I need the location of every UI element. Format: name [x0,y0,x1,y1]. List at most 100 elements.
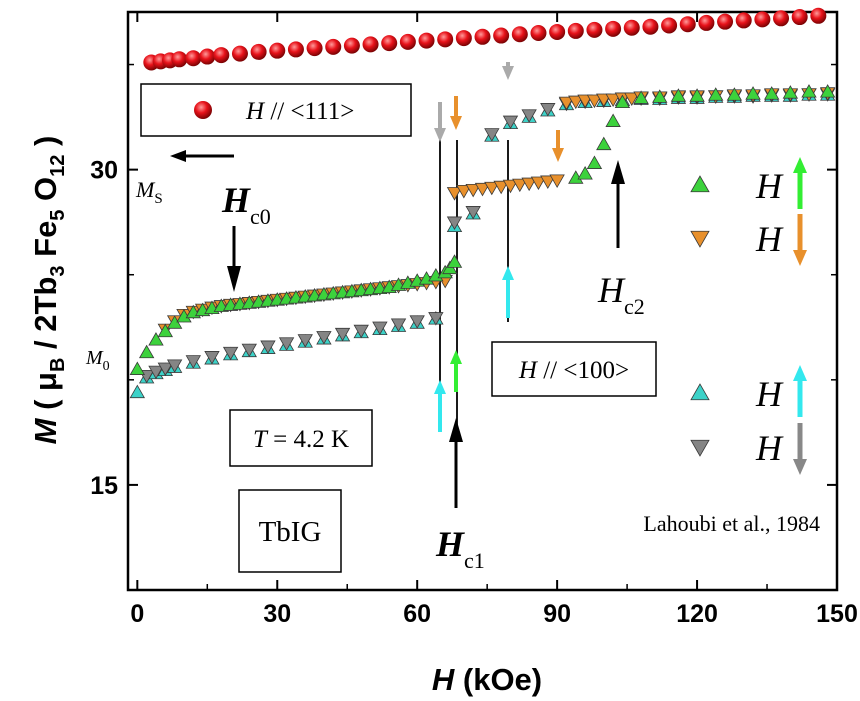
data-point [605,93,621,108]
data-point [502,179,519,194]
orange-down-arrow [450,96,462,130]
sweep-arrows [434,62,564,432]
hc1-label: Hc1 [435,524,485,573]
data-point [512,178,528,193]
legend-111: H // <111> [140,83,412,137]
gray-down-arrow [434,102,446,142]
data-point [409,315,425,329]
data-point [465,183,481,198]
data-point [540,103,556,117]
data-point [306,40,323,57]
data-point [353,324,369,339]
x-axis-ticks: 0 30 60 90 120 150 [130,12,858,628]
data-point [222,346,239,361]
cyan-up-arrow-2 [502,266,514,318]
data-point [511,26,528,43]
data-point [735,12,752,29]
y-tick-label: 30 [90,157,118,185]
data-point [567,22,584,39]
data-point [185,355,201,369]
data-point [148,332,164,346]
data-point [204,351,220,365]
y-tick-label: 15 [90,472,118,500]
data-point [372,321,388,336]
data-point [661,17,678,34]
data-point [754,11,771,28]
data-point [390,318,407,332]
data-point [231,45,248,62]
data-point [269,42,286,59]
data-point [493,27,510,44]
data-point [652,89,668,103]
data-point [343,37,360,54]
data-point [484,128,500,142]
data-point [129,384,146,399]
data-point [530,25,547,42]
data-point [456,185,472,199]
data-point [717,13,734,30]
hc1-annotation: Hc1 [435,418,485,573]
data-point [138,344,155,359]
data-point [474,28,491,45]
data-point [428,312,444,326]
hc0-annotation: Hc0 [221,180,271,292]
data-point [334,327,351,342]
data-point [698,14,715,31]
data-point [521,177,537,192]
orientation-100-box: H // <100> [491,341,657,397]
data-point [633,90,649,104]
data-point [586,21,603,38]
data-point [689,88,705,102]
legend-label: H [755,374,784,414]
data-point [708,87,724,101]
data-point [455,30,472,47]
legend-down-arrow-head [793,250,807,266]
x-tick-label: 120 [676,600,718,628]
gray-down-arrow-2 [502,62,514,80]
credit-label: Lahoubi et al., 1984 [643,511,820,536]
data-point [558,96,575,111]
x-axis-title: H (kOe) [432,662,542,697]
legend-marker [690,439,710,457]
data-point [484,181,500,196]
legend-down-arrow-head [793,459,807,475]
data-point [381,35,398,52]
data-point [157,362,174,377]
hc2-annotation: Hc2 [597,160,645,319]
data-point [399,33,416,50]
data-point [362,36,379,53]
x-tick-label: 90 [543,600,571,628]
data-point [325,38,342,55]
data-point [679,16,696,33]
legend-up-arrow-head [793,365,807,381]
data-point [764,86,780,100]
data-point [614,94,631,109]
data-point [530,176,547,191]
data-point [316,331,332,345]
data-point [791,9,808,26]
data-point [297,334,313,348]
data-point [129,361,146,375]
ms-indicator: MS [135,150,234,207]
legend-marker [690,175,710,193]
data-point [596,136,612,151]
x-tick-label: 0 [130,600,144,628]
data-point [465,206,481,220]
data-point [493,180,509,195]
y-axis-title: M ( μB / 2Tb3 Fe5 O12 ) [28,136,69,445]
plot-frame [126,10,839,592]
data-point [773,10,790,27]
sample-box: TbIG [238,489,342,573]
data-point [260,340,276,354]
data-point [605,113,621,127]
legend-111-box [140,83,412,137]
data-point [446,187,463,201]
data-point [199,48,216,65]
data-point [819,84,836,98]
series-1 [129,84,836,375]
data-point [670,88,687,102]
data-point [726,87,743,101]
